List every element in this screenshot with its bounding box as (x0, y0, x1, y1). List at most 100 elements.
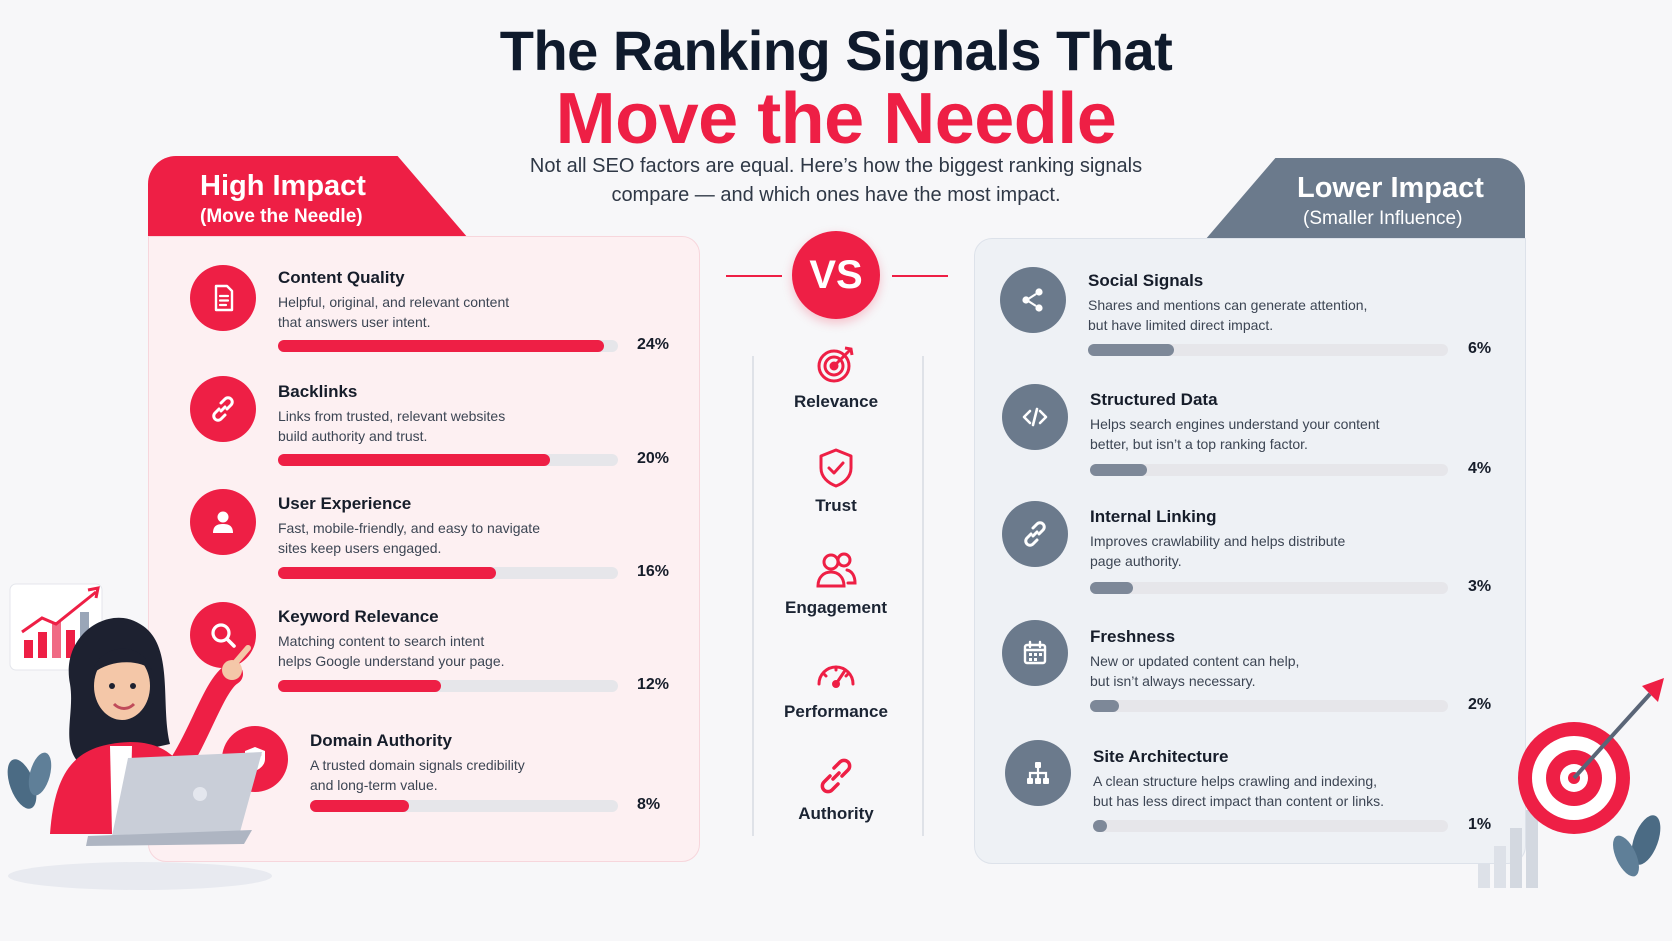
target-arrow-illustration (1478, 678, 1664, 888)
user-icon-badge (190, 489, 256, 555)
impact-bar-fill (310, 800, 409, 812)
impact-percentage: 6% (1468, 340, 1492, 357)
link-icon (820, 758, 852, 794)
item-description: Matching content to search intent helps G… (278, 631, 608, 671)
link-icon (1024, 521, 1046, 547)
target-icon (817, 346, 854, 383)
item-name: Content Quality (278, 268, 405, 287)
center-rule-right (922, 356, 924, 836)
item-name: Internal Linking (1090, 507, 1217, 526)
signal-engagement: Engagement (756, 548, 916, 618)
item-name: Keyword Relevance (278, 607, 439, 626)
code-icon (1022, 407, 1048, 427)
impact-percentage: 4% (1468, 460, 1492, 477)
signal-authority: Authority (756, 754, 916, 824)
item-name: Domain Authority (310, 731, 452, 750)
item-description: Helps search engines understand your con… (1090, 414, 1420, 454)
item-description: Helpful, original, and relevant content t… (278, 292, 608, 332)
item-description: A trusted domain signals credibility and … (310, 755, 640, 795)
lower-impact-heading: Lower Impact (1297, 172, 1484, 204)
page-title-highlight: Move the Needle (555, 79, 1117, 159)
impact-percentage: 16% (637, 563, 670, 580)
impact-bar-track (278, 567, 618, 579)
lower-impact-tab: Lower Impact (Smaller Influence) (1205, 158, 1525, 240)
link-icon (212, 396, 234, 422)
item-description: A clean structure helps crawling and ind… (1093, 771, 1423, 811)
item-description-line-1: Helps search engines understand your con… (1090, 416, 1380, 432)
impact-bar-fill (1088, 344, 1175, 356)
item-name: Site Architecture (1093, 747, 1229, 766)
signal-label: Relevance (793, 392, 879, 411)
item-description: Shares and mentions can generate attenti… (1088, 295, 1418, 335)
gauge-icon (817, 665, 855, 688)
subtitle-line-2: compare — and which ones have the most i… (611, 184, 1061, 206)
item-description-line-1: Fast, mobile-friendly, and easy to navig… (278, 520, 540, 536)
impact-bar-fill (1090, 700, 1119, 712)
impact-percentage: 24% (637, 336, 670, 353)
code-icon-badge (1002, 384, 1068, 450)
item-description-line-1: Helpful, original, and relevant content (278, 294, 510, 310)
item-description-line-1: A trusted domain signals credibility (310, 757, 525, 773)
item-description-line-1: Matching content to search intent (278, 633, 485, 649)
impact-bar-track (1090, 582, 1448, 594)
impact-bar-fill (278, 340, 605, 352)
high-impact-subheading: (Move the Needle) (200, 206, 363, 227)
share-icon (1022, 288, 1043, 312)
users-icon (816, 552, 857, 588)
search-icon (211, 623, 236, 648)
vs-divider-left (726, 275, 782, 277)
calendar-icon-badge (1002, 620, 1068, 686)
item-description-line-1: Shares and mentions can generate attenti… (1088, 297, 1368, 313)
page-subtitle: Not all SEO factors are equal. Here’s ho… (480, 152, 1192, 210)
item-description: Improves crawlability and helps distribu… (1090, 531, 1420, 571)
link-icon-badge (1002, 501, 1068, 567)
impact-bar-track (1088, 344, 1448, 356)
signal-label: Performance (784, 702, 888, 721)
item-description: Links from trusted, relevant websites bui… (278, 406, 608, 446)
impact-bar-track (1090, 464, 1448, 476)
subtitle-line-1: Not all SEO factors are equal. Here’s ho… (529, 155, 1143, 177)
signal-label: Engagement (784, 598, 888, 617)
item-description-line-1: New or updated content can help, (1090, 653, 1300, 669)
item-name: Freshness (1090, 627, 1176, 646)
impact-bar-track (278, 680, 618, 692)
link-icon-badge (190, 376, 256, 442)
share-icon-badge (1000, 267, 1066, 333)
signal-performance: Performance (756, 652, 916, 722)
high-impact-heading: High Impact (200, 170, 366, 202)
lower-impact-subheading: (Smaller Influence) (1303, 208, 1463, 229)
signal-relevance: Relevance (756, 342, 916, 412)
page-title: The Ranking Signals That (499, 19, 1173, 82)
search-icon-badge (190, 602, 256, 668)
impact-percentage: 12% (637, 676, 670, 693)
sitemap-icon-badge (1005, 740, 1071, 806)
high-impact-tab: High Impact (Move the Needle) (148, 156, 468, 238)
sitemap-icon (1027, 762, 1049, 784)
item-description-line-2: sites keep users engaged. (278, 540, 442, 556)
item-description-line-2: build authority and trust. (278, 428, 428, 444)
item-name: User Experience (278, 494, 412, 513)
item-description: Fast, mobile-friendly, and easy to navig… (278, 518, 608, 558)
item-description-line-2: but has less direct impact than content … (1093, 793, 1385, 809)
center-rule-left (752, 356, 754, 836)
impact-bar-track (310, 800, 618, 812)
impact-bar-fill (1090, 582, 1133, 594)
impact-bar-track (278, 454, 618, 466)
impact-bar-fill (278, 454, 550, 466)
user-icon (213, 511, 233, 533)
item-description-line-2: page authority. (1090, 553, 1182, 569)
item-description-line-1: A clean structure helps crawling and ind… (1093, 773, 1378, 789)
signal-trust: Trust (756, 446, 916, 516)
item-description-line-1: Improves crawlability and helps distribu… (1090, 533, 1346, 549)
item-description-line-2: but have limited direct impact. (1088, 317, 1274, 333)
impact-bar-fill (278, 567, 496, 579)
item-description: New or updated content can help, but isn’… (1090, 651, 1420, 691)
item-name: Structured Data (1090, 390, 1218, 409)
impact-bar-track (1093, 820, 1448, 832)
signal-label: Authority (798, 804, 874, 823)
item-description-line-2: and long-term value. (310, 777, 438, 793)
item-name: Social Signals (1088, 271, 1204, 290)
impact-percentage: 1% (1468, 816, 1492, 833)
impact-bar-track (278, 340, 618, 352)
woman-with-laptop-illustration (7, 583, 272, 890)
